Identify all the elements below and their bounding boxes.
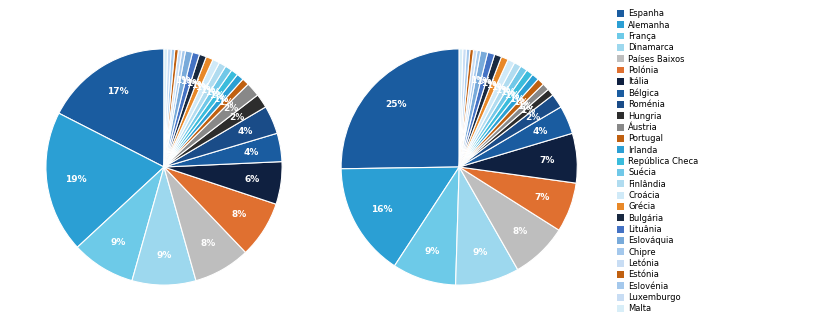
Text: 19%: 19% <box>66 175 87 184</box>
Text: 1%: 1% <box>175 76 190 85</box>
Wedge shape <box>164 133 282 167</box>
Wedge shape <box>459 90 552 167</box>
Wedge shape <box>59 49 164 167</box>
Text: 1%: 1% <box>209 92 224 101</box>
Text: 1%: 1% <box>205 89 219 98</box>
Wedge shape <box>164 95 265 167</box>
Wedge shape <box>164 63 225 167</box>
Wedge shape <box>459 95 560 167</box>
Text: 1%: 1% <box>495 86 510 95</box>
Text: 2%: 2% <box>223 104 238 113</box>
Text: 1%: 1% <box>200 86 215 95</box>
Wedge shape <box>164 50 182 167</box>
Wedge shape <box>164 52 199 167</box>
Wedge shape <box>132 167 196 285</box>
Text: 1%: 1% <box>470 76 485 85</box>
Wedge shape <box>459 84 548 167</box>
Wedge shape <box>459 63 520 167</box>
Text: 1%: 1% <box>180 77 196 86</box>
Text: 9%: 9% <box>473 248 487 258</box>
Wedge shape <box>164 49 167 167</box>
Wedge shape <box>164 50 185 167</box>
Text: 2%: 2% <box>524 113 540 122</box>
Text: 1%: 1% <box>508 95 523 104</box>
Wedge shape <box>164 70 238 167</box>
Wedge shape <box>459 52 494 167</box>
Wedge shape <box>164 66 231 167</box>
Wedge shape <box>459 70 532 167</box>
Wedge shape <box>459 57 508 167</box>
Wedge shape <box>394 167 459 285</box>
Wedge shape <box>164 167 245 281</box>
Wedge shape <box>164 167 276 253</box>
Wedge shape <box>164 84 257 167</box>
Text: 4%: 4% <box>238 127 252 136</box>
Text: 6%: 6% <box>244 175 259 184</box>
Text: 9%: 9% <box>110 238 125 247</box>
Wedge shape <box>164 49 179 167</box>
Text: 1%: 1% <box>217 99 233 108</box>
Text: 7%: 7% <box>534 193 550 202</box>
Wedge shape <box>459 59 514 167</box>
Text: 1%: 1% <box>504 92 519 101</box>
Text: 16%: 16% <box>370 205 392 214</box>
Wedge shape <box>459 54 501 167</box>
Text: 4%: 4% <box>532 127 547 136</box>
Text: 7%: 7% <box>539 156 554 165</box>
Wedge shape <box>341 49 459 169</box>
Wedge shape <box>459 50 480 167</box>
Wedge shape <box>459 50 477 167</box>
Text: 1%: 1% <box>490 83 505 92</box>
Wedge shape <box>341 167 459 266</box>
Text: 9%: 9% <box>424 247 440 256</box>
Wedge shape <box>459 133 577 183</box>
Wedge shape <box>77 167 164 281</box>
Wedge shape <box>164 57 213 167</box>
Wedge shape <box>164 54 206 167</box>
Wedge shape <box>164 162 282 204</box>
Text: 1%: 1% <box>213 95 229 104</box>
Text: 1%: 1% <box>485 81 500 90</box>
Text: 1%: 1% <box>195 83 210 92</box>
Wedge shape <box>459 49 473 167</box>
Wedge shape <box>459 66 526 167</box>
Wedge shape <box>459 167 559 270</box>
Wedge shape <box>164 49 174 167</box>
Text: 1%: 1% <box>500 89 514 98</box>
Text: 8%: 8% <box>231 210 247 219</box>
Text: 1%: 1% <box>190 81 206 90</box>
Wedge shape <box>459 74 537 167</box>
Text: 1%: 1% <box>185 79 201 88</box>
Text: 17%: 17% <box>106 87 129 96</box>
Text: 2%: 2% <box>229 113 245 122</box>
Text: 9%: 9% <box>156 251 171 260</box>
Text: 1%: 1% <box>480 79 495 88</box>
Wedge shape <box>459 49 469 167</box>
Wedge shape <box>164 59 219 167</box>
Legend: Espanha, Alemanha, França, Dinamarca, Países Baixos, Polónia, Itália, Bélgica, R: Espanha, Alemanha, França, Dinamarca, Pa… <box>614 7 699 315</box>
Text: 1%: 1% <box>512 99 527 108</box>
Wedge shape <box>164 107 277 167</box>
Wedge shape <box>459 49 462 167</box>
Wedge shape <box>459 167 576 230</box>
Wedge shape <box>459 51 487 167</box>
Wedge shape <box>164 51 192 167</box>
Text: 25%: 25% <box>385 100 406 109</box>
Text: 4%: 4% <box>243 148 259 157</box>
Text: 1%: 1% <box>519 107 535 115</box>
Text: 1%: 1% <box>475 77 491 86</box>
Wedge shape <box>459 49 466 167</box>
Wedge shape <box>164 79 248 167</box>
Text: 8%: 8% <box>200 239 215 248</box>
Text: 1%: 1% <box>516 102 532 111</box>
Wedge shape <box>459 79 543 167</box>
Text: 8%: 8% <box>512 226 527 235</box>
Wedge shape <box>164 74 242 167</box>
Wedge shape <box>459 107 572 167</box>
Wedge shape <box>46 113 164 247</box>
Wedge shape <box>455 167 517 285</box>
Wedge shape <box>164 49 171 167</box>
